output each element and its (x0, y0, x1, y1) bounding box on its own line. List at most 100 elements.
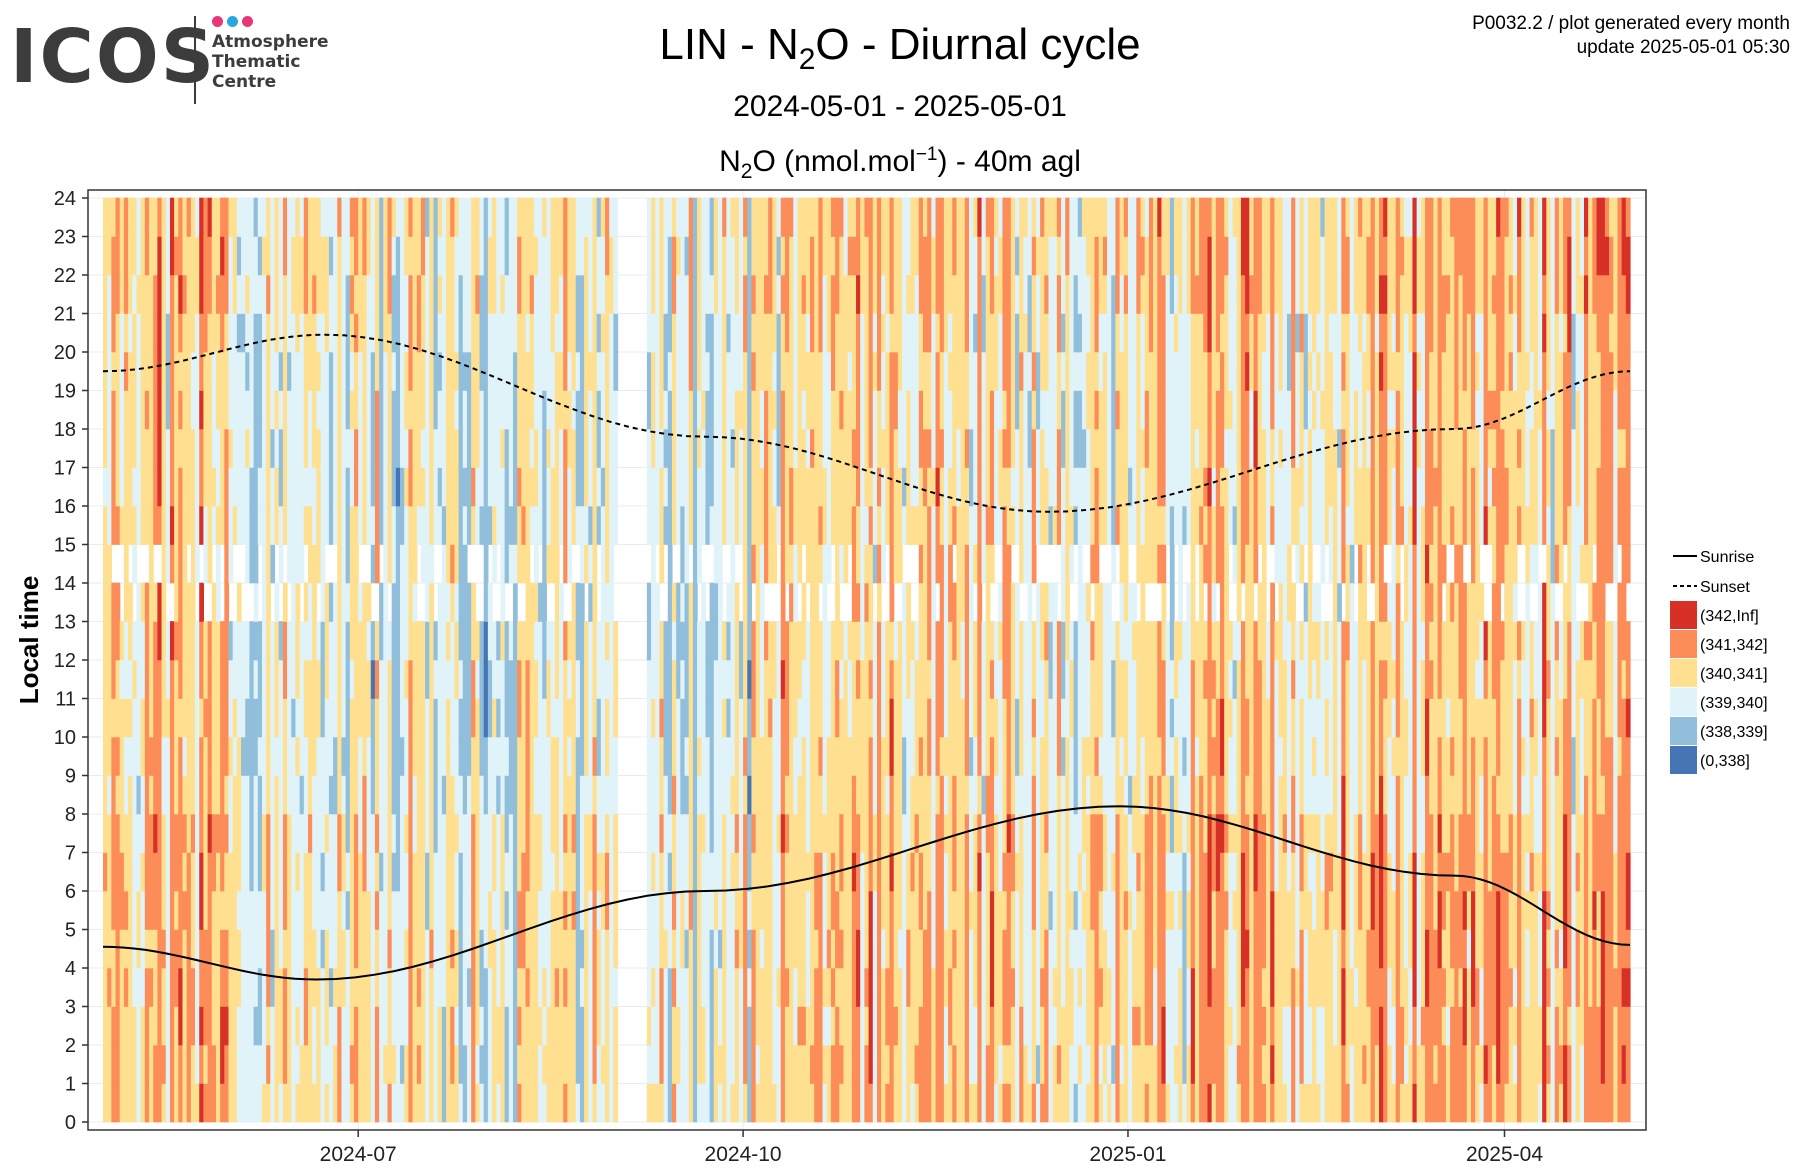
heatmap-cell (345, 813, 351, 853)
heatmap-cell (345, 1083, 351, 1123)
heatmap-cell (960, 659, 966, 699)
heatmap-cell (684, 467, 690, 507)
heatmap-cell (433, 1083, 439, 1123)
heatmap-cell (512, 1006, 518, 1046)
heatmap-cell (529, 621, 535, 661)
heatmap-cell (354, 351, 359, 391)
heatmap-cell (596, 467, 602, 507)
heatmap-cell (274, 428, 280, 468)
heatmap-cell (307, 390, 313, 430)
heatmap-cell (948, 967, 953, 1007)
heatmap-cell (952, 852, 958, 892)
heatmap-cell (236, 582, 242, 622)
heatmap-cell (772, 1006, 778, 1046)
heatmap-cell (249, 544, 255, 584)
heatmap-cell (793, 467, 799, 507)
heatmap-cell (379, 852, 384, 892)
heatmap-cell (370, 390, 376, 430)
heatmap-cell (103, 274, 108, 314)
heatmap-cell (266, 197, 271, 237)
heatmap-cell (190, 1006, 196, 1046)
heatmap-cell (592, 621, 598, 661)
heatmap-cell (956, 390, 962, 430)
heatmap-cell (462, 736, 468, 776)
heatmap-cell (504, 313, 510, 353)
heatmap-cell (186, 582, 192, 622)
heatmap-cell (462, 351, 468, 391)
heatmap-cell (751, 236, 757, 276)
heatmap-cell (847, 852, 853, 892)
heatmap-cell (441, 852, 447, 892)
heatmap-cell (801, 659, 807, 699)
heatmap-cell (906, 929, 912, 969)
heatmap-cell (592, 890, 598, 930)
heatmap-cell (738, 621, 744, 661)
heatmap-cell (814, 197, 819, 237)
heatmap-cell (676, 852, 681, 892)
heatmap-cell (446, 313, 451, 353)
heatmap-cell (111, 967, 117, 1007)
heatmap-cell (856, 967, 861, 1007)
heatmap-cell (111, 698, 117, 738)
heatmap-cell (374, 1083, 380, 1123)
heatmap-cell (575, 621, 581, 661)
heatmap-cell (186, 274, 192, 314)
heatmap-cell (973, 736, 978, 776)
heatmap-cell (199, 621, 204, 661)
heatmap-cell (546, 929, 552, 969)
heatmap-cell (157, 1083, 163, 1123)
heatmap-cell (814, 698, 819, 738)
heatmap-cell (847, 390, 853, 430)
heatmap-cell (404, 582, 409, 622)
heatmap-cell (793, 236, 799, 276)
heatmap-cell (747, 736, 753, 776)
heatmap-cell (826, 813, 832, 853)
heatmap-cell (203, 505, 209, 545)
heatmap-cell (446, 1006, 451, 1046)
heatmap-cell (408, 390, 414, 430)
heatmap-cell (738, 659, 744, 699)
heatmap-cell (400, 274, 405, 314)
heatmap-cell (680, 775, 686, 815)
heatmap-cell (400, 813, 405, 853)
heatmap-cell (609, 698, 614, 738)
heatmap-cell (651, 428, 656, 468)
heatmap-cell (165, 852, 171, 892)
heatmap-cell (278, 236, 284, 276)
heatmap-cell (755, 467, 761, 507)
heatmap-cell (722, 1044, 727, 1084)
heatmap-cell (818, 313, 824, 353)
heatmap-cell (320, 582, 326, 622)
heatmap-cell (370, 890, 376, 930)
heatmap-cell (387, 505, 393, 545)
heatmap-cell (462, 1006, 468, 1046)
heatmap-cell (533, 621, 539, 661)
heatmap-cell (801, 428, 807, 468)
heatmap-cell (805, 313, 811, 353)
heatmap-cell (349, 890, 355, 930)
heatmap-cell (810, 428, 815, 468)
heatmap-cell (525, 428, 531, 468)
heatmap-cell (199, 890, 204, 930)
heatmap-cell (391, 736, 397, 776)
heatmap-cell (496, 659, 502, 699)
heatmap-cell (471, 274, 476, 314)
heatmap-cell (500, 1083, 506, 1123)
heatmap-cell (613, 313, 619, 353)
heatmap-cell (257, 1044, 263, 1084)
heatmap-cell (287, 1006, 292, 1046)
heatmap-cell (780, 698, 786, 738)
heatmap-cell (893, 236, 899, 276)
heatmap-cell (676, 775, 681, 815)
heatmap-cell (266, 467, 271, 507)
heatmap-cell (257, 775, 263, 815)
heatmap-cell (383, 1044, 389, 1084)
heatmap-cell (814, 467, 819, 507)
heatmap-cell (881, 929, 886, 969)
heatmap-cell (270, 351, 276, 391)
heatmap-cell (688, 274, 694, 314)
heatmap-cell (559, 1083, 564, 1123)
heatmap-cell (939, 698, 945, 738)
heatmap-cell (358, 313, 363, 353)
heatmap-cell (416, 428, 422, 468)
